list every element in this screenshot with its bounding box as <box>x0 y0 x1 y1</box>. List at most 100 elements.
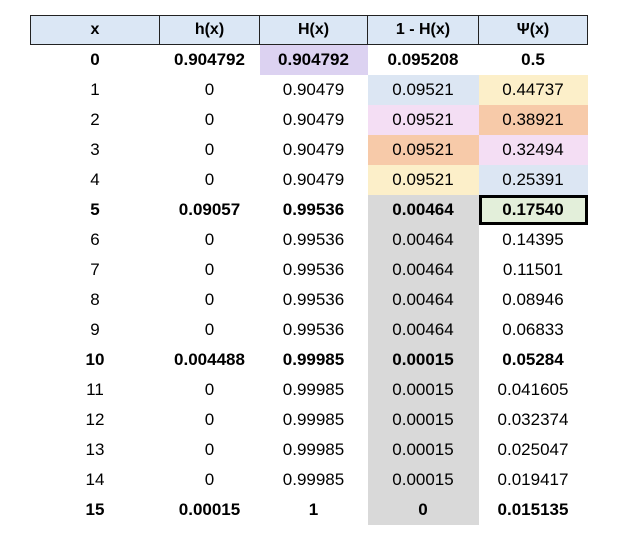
x-cell[interactable]: 5 <box>90 199 100 219</box>
one-minus-H-cell[interactable]: 0.09521 <box>367 134 479 165</box>
one-minus-H-cell[interactable]: 0.00464 <box>367 194 479 225</box>
table-row: 15 0.00015 1 0 0.015135 <box>31 494 588 525</box>
psi-cell[interactable]: 0.06833 <box>502 319 564 339</box>
probability-table: x h(x) H(x) 1 - H(x) Ψ(x) 0 0.904792 0.904… <box>30 15 588 525</box>
table-row: 11 0 0.99985 0.00015 0.041605 <box>31 374 588 405</box>
h-cell[interactable]: 0 <box>204 169 215 189</box>
x-cell[interactable]: 2 <box>90 109 100 129</box>
x-cell[interactable]: 10 <box>85 349 105 369</box>
one-minus-H-cell[interactable]: 0.09521 <box>367 74 479 105</box>
one-minus-H-cell[interactable]: 0.00015 <box>367 404 479 435</box>
h-cell[interactable]: 0 <box>204 469 215 489</box>
header-H[interactable]: H(x) <box>259 15 368 45</box>
H-cell[interactable]: 0.90479 <box>282 109 345 129</box>
H-cell[interactable]: 0.90479 <box>282 79 345 99</box>
H-cell[interactable]: 0.90479 <box>282 169 345 189</box>
H-cell[interactable]: 0.99536 <box>282 289 345 309</box>
table-row: 0 0.904792 0.904792 0.095208 0.5 <box>31 44 588 75</box>
one-minus-H-cell[interactable]: 0 <box>367 494 479 525</box>
psi-cell[interactable]: 0.05284 <box>502 349 564 369</box>
psi-cell[interactable]: 0.019417 <box>497 469 569 489</box>
table-row: 7 0 0.99536 0.00464 0.11501 <box>31 254 588 285</box>
h-cell[interactable]: 0.904792 <box>174 49 245 69</box>
h-cell[interactable]: 0 <box>204 439 215 459</box>
h-cell[interactable]: 0 <box>204 409 215 429</box>
table-row: 12 0 0.99985 0.00015 0.032374 <box>31 404 588 435</box>
x-cell[interactable]: 13 <box>85 439 105 459</box>
H-cell[interactable]: 0.99985 <box>282 439 345 459</box>
psi-cell[interactable]: 0.015135 <box>497 499 569 519</box>
table-header: x h(x) H(x) 1 - H(x) Ψ(x) <box>30 15 588 45</box>
x-cell[interactable]: 12 <box>85 409 105 429</box>
h-cell[interactable]: 0 <box>204 79 215 99</box>
header-h[interactable]: h(x) <box>159 15 260 45</box>
H-cell[interactable]: 0.90479 <box>282 139 345 159</box>
one-minus-H-cell[interactable]: 0.00015 <box>367 464 479 495</box>
x-cell[interactable]: 3 <box>90 139 100 159</box>
psi-cell[interactable]: 0.08946 <box>502 289 564 309</box>
one-minus-H-cell[interactable]: 0.09521 <box>367 104 479 135</box>
x-cell[interactable]: 14 <box>85 469 105 489</box>
H-cell[interactable]: 0.99985 <box>282 349 345 369</box>
table-row: 3 0 0.90479 0.09521 0.32494 <box>31 134 588 165</box>
one-minus-H-cell[interactable]: 0.00464 <box>367 284 479 315</box>
table-row: 9 0 0.99536 0.00464 0.06833 <box>31 314 588 345</box>
one-minus-H-cell[interactable]: 0.00015 <box>367 344 479 375</box>
x-cell[interactable]: 7 <box>90 259 100 279</box>
h-cell[interactable]: 0.00015 <box>178 499 241 519</box>
h-cell[interactable]: 0 <box>204 379 215 399</box>
psi-cell[interactable]: 0.14395 <box>502 229 564 249</box>
x-cell[interactable]: 6 <box>90 229 100 249</box>
h-cell[interactable]: 0 <box>204 319 215 339</box>
one-minus-H-cell[interactable]: 0.00464 <box>367 254 479 285</box>
table-body: 0 0.904792 0.904792 0.095208 0.5 1 0 0.90479 0.0… <box>31 44 588 525</box>
header-one-minus-H[interactable]: 1 - H(x) <box>367 15 479 45</box>
h-cell[interactable]: 0 <box>204 139 215 159</box>
psi-cell[interactable]: 0.041605 <box>497 379 569 399</box>
table-row: 8 0 0.99536 0.00464 0.08946 <box>31 284 588 315</box>
table-row: 4 0 0.90479 0.09521 0.25391 <box>31 164 588 195</box>
H-cell[interactable]: 0.99536 <box>282 319 345 339</box>
x-cell[interactable]: 4 <box>90 169 100 189</box>
one-minus-H-cell[interactable]: 0.00464 <box>367 314 479 345</box>
table-row: 2 0 0.90479 0.09521 0.38921 <box>31 104 588 135</box>
x-cell[interactable]: 9 <box>90 319 100 339</box>
h-cell[interactable]: 0 <box>204 109 215 129</box>
x-cell[interactable]: 11 <box>86 379 104 399</box>
h-cell[interactable]: 0.09057 <box>178 199 241 219</box>
h-cell[interactable]: 0 <box>204 259 215 279</box>
h-cell[interactable]: 0.004488 <box>174 349 245 369</box>
one-minus-H-cell[interactable]: 0.00464 <box>367 224 479 255</box>
psi-cell[interactable]: 0.11501 <box>502 259 564 279</box>
header-x[interactable]: x <box>30 15 160 45</box>
H-cell[interactable]: 0.99985 <box>282 469 345 489</box>
x-cell[interactable]: 0 <box>90 49 100 69</box>
header-psi[interactable]: Ψ(x) <box>478 15 588 45</box>
h-cell[interactable]: 0 <box>204 289 215 309</box>
H-cell[interactable]: 0.904792 <box>259 44 368 75</box>
H-cell[interactable]: 1 <box>308 499 319 519</box>
psi-cell[interactable]: 0.17540 <box>478 194 588 225</box>
H-cell[interactable]: 0.99985 <box>282 379 345 399</box>
H-cell[interactable]: 0.99536 <box>282 229 345 249</box>
H-cell[interactable]: 0.99985 <box>282 409 345 429</box>
psi-cell[interactable]: 0.032374 <box>497 409 569 429</box>
psi-cell[interactable]: 0.5 <box>521 49 545 69</box>
one-minus-H-cell[interactable]: 0.00015 <box>367 374 479 405</box>
psi-cell[interactable]: 0.025047 <box>497 439 569 459</box>
psi-cell[interactable]: 0.44737 <box>478 74 588 105</box>
x-cell[interactable]: 15 <box>85 499 105 519</box>
one-minus-H-cell[interactable]: 0.09521 <box>367 164 479 195</box>
H-cell[interactable]: 0.99536 <box>282 259 345 279</box>
one-minus-H-cell[interactable]: 0.095208 <box>387 49 459 69</box>
x-cell[interactable]: 1 <box>90 79 100 99</box>
h-cell[interactable]: 0 <box>204 229 215 249</box>
header-row: x h(x) H(x) 1 - H(x) Ψ(x) <box>30 15 588 45</box>
one-minus-H-cell[interactable]: 0.00015 <box>367 434 479 465</box>
psi-cell[interactable]: 0.38921 <box>478 104 588 135</box>
x-cell[interactable]: 8 <box>90 289 100 309</box>
psi-cell[interactable]: 0.32494 <box>478 134 588 165</box>
H-cell[interactable]: 0.99536 <box>282 199 345 219</box>
psi-cell[interactable]: 0.25391 <box>478 164 588 195</box>
table-row: 13 0 0.99985 0.00015 0.025047 <box>31 434 588 465</box>
